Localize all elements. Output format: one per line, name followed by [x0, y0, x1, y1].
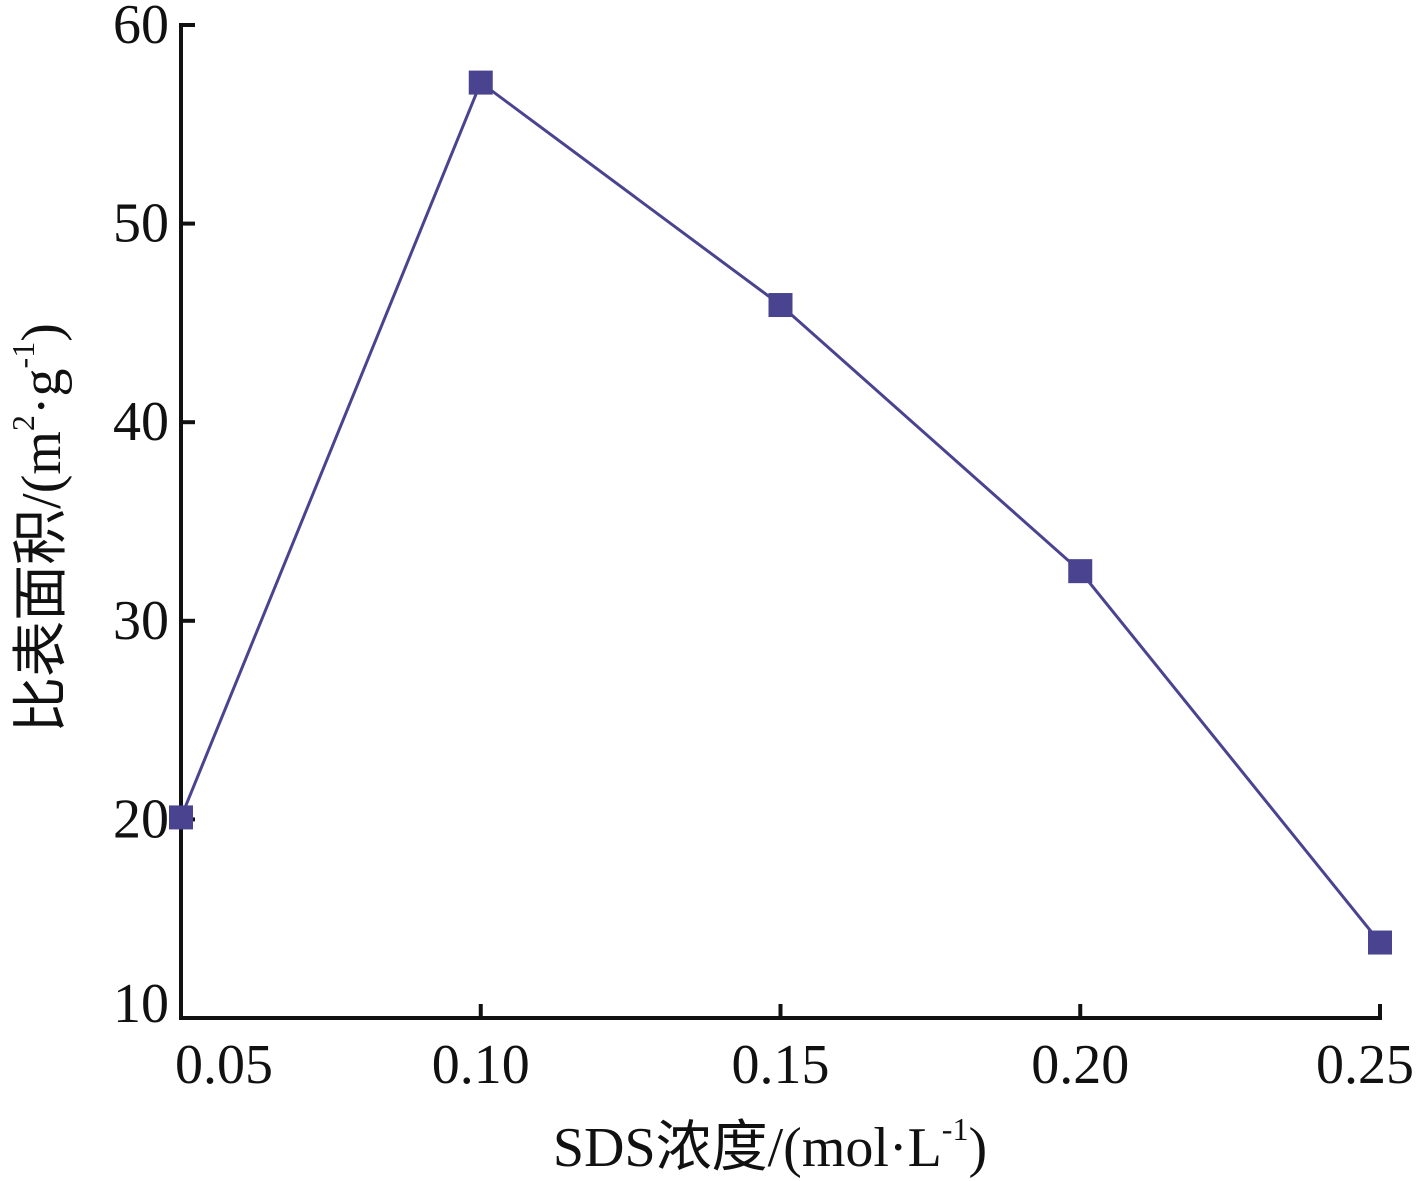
x-axis-title: SDS浓度/(mol·L-1) [553, 1111, 987, 1179]
y-tick-label: 60 [113, 0, 169, 56]
x-tick-label: 0.20 [1031, 1034, 1129, 1096]
series-line [179, 80, 1382, 944]
x-axis-title-main: SDS浓度/(mol·L [553, 1117, 942, 1179]
y-axis-title: 比表面积/(m2·g-1) [5, 323, 73, 733]
x-tick-label: 0.05 [175, 1034, 273, 1096]
y-tick-label: 40 [113, 391, 169, 453]
x-ticks: 0.05 0.10 0.15 0.20 0.25 [175, 1004, 1414, 1096]
y-axis-title-sup1: 2 [5, 415, 41, 431]
x-tick-label: 0.10 [432, 1034, 530, 1096]
x-axis-title-sup: -1 [942, 1111, 969, 1147]
data-point [1368, 930, 1392, 955]
y-tick-label: 50 [113, 193, 169, 255]
axes [179, 23, 1382, 1020]
data-point [169, 805, 193, 830]
y-axis-title-mid: ·g [11, 368, 73, 415]
y-axis-title-sup2: -1 [5, 342, 41, 369]
y-tick-label: 10 [113, 973, 169, 1035]
y-tick-label: 30 [113, 590, 169, 652]
x-tick-label: 0.25 [1316, 1034, 1414, 1096]
series-layer [169, 70, 1392, 955]
y-axis-title-main: 比表面积/(m [11, 431, 73, 733]
data-point [468, 70, 493, 95]
data-point [768, 293, 793, 318]
y-tick-label: 20 [113, 788, 169, 850]
x-axis-title-tail: ) [968, 1117, 987, 1179]
x-tick-label: 0.15 [732, 1034, 830, 1096]
data-point [1068, 559, 1093, 584]
y-ticks: 10 20 30 40 50 60 [113, 0, 195, 1035]
y-axis-title-tail: ) [11, 323, 73, 342]
